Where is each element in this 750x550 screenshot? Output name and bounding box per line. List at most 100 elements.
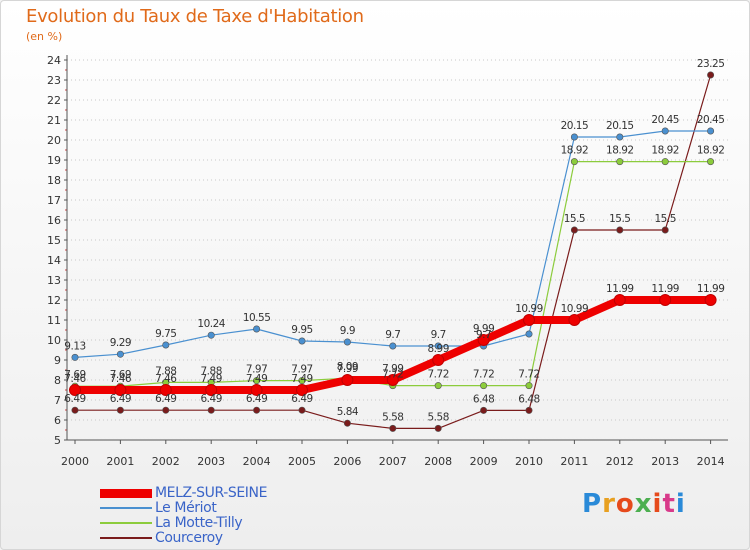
data-point-3 — [207, 406, 215, 414]
x-tick-label: 2007 — [379, 455, 407, 468]
data-label: 18.92 — [561, 145, 589, 157]
data-label: 9.13 — [64, 340, 85, 352]
data-label: 7.46 — [64, 373, 86, 385]
data-label: 11.99 — [651, 283, 679, 295]
data-label: 7.49 — [246, 373, 267, 385]
logo-letter: t — [662, 489, 676, 519]
legend-item-le-meriot[interactable]: Le Mériot — [100, 500, 217, 516]
data-point-1 — [253, 325, 261, 333]
y-tick-label: 19 — [47, 154, 61, 167]
data-point-3 — [570, 226, 578, 234]
data-label: 7.46 — [155, 373, 177, 385]
data-point-1 — [298, 337, 306, 345]
data-point-melz — [69, 384, 81, 396]
x-tick-label: 2004 — [243, 455, 271, 468]
data-label: 7.49 — [201, 373, 222, 385]
data-point-3 — [480, 406, 488, 414]
data-point-1 — [207, 331, 215, 339]
data-point-2 — [253, 377, 261, 385]
y-tick-label: 14 — [47, 254, 61, 267]
data-point-1 — [434, 342, 442, 350]
series-line-1 — [74, 130, 711, 358]
data-label: 18.92 — [606, 145, 634, 157]
data-point-2 — [298, 377, 306, 385]
data-point-2 — [661, 158, 669, 166]
data-point-melz — [432, 354, 445, 366]
data-point-melz — [296, 384, 308, 396]
legend-swatch-le-meriot — [100, 507, 152, 509]
y-tick-label: 16 — [47, 214, 61, 227]
data-label: 7.69 — [64, 369, 85, 381]
x-tick-label: 2012 — [606, 455, 634, 468]
y-tick-label: 15 — [47, 234, 61, 247]
data-label: 23.25 — [697, 58, 725, 70]
data-label: 9.7 — [476, 329, 491, 341]
y-tick-label: 8 — [54, 374, 61, 387]
data-point-2 — [525, 382, 533, 390]
data-point-3 — [298, 406, 306, 414]
data-point-melz — [704, 294, 717, 306]
data-point-2 — [570, 158, 578, 166]
data-point-1 — [616, 133, 624, 141]
data-label: 18.92 — [697, 145, 725, 157]
y-tick-label: 24 — [47, 54, 61, 67]
y-tick-label: 5 — [54, 434, 61, 447]
data-label: 20.45 — [651, 114, 679, 126]
x-tick-label: 2000 — [61, 455, 89, 468]
data-label: 15.5 — [564, 213, 585, 225]
data-label: 9.95 — [291, 324, 312, 336]
data-label: 10.24 — [197, 318, 225, 330]
data-point-melz — [159, 384, 172, 396]
data-label: 15.5 — [655, 213, 676, 225]
data-labels: 7.46 7.46 7.46 7.49 7.49 7.497.99 7.998.999.99… — [64, 58, 725, 423]
data-label: 9.7 — [385, 329, 400, 341]
legend-item-la-motte-tilly[interactable]: La Motte-Tilly — [100, 515, 243, 531]
y-tick-label: 20 — [47, 134, 61, 147]
data-label: 7.49 — [291, 373, 312, 385]
data-point-1 — [116, 350, 124, 358]
x-tick-label: 2005 — [288, 455, 316, 468]
data-point-2 — [616, 158, 624, 166]
data-point-melz — [205, 384, 218, 396]
x-tick-label: 2001 — [106, 455, 134, 468]
data-point-melz — [250, 384, 263, 396]
data-label: 7.88 — [201, 365, 222, 377]
data-point-3 — [116, 406, 124, 414]
y-tick-label: 22 — [47, 94, 61, 107]
data-point-melz — [568, 314, 581, 326]
data-label: 7.46 — [110, 373, 132, 385]
series-line-2 — [75, 161, 711, 387]
data-point-3 — [162, 406, 170, 414]
data-label: 6.49 — [246, 393, 267, 405]
data-label: 7.72 — [382, 369, 403, 381]
y-tick-label: 13 — [47, 274, 61, 287]
data-label: 9.7 — [431, 329, 446, 341]
legend-swatch-courceroy — [100, 537, 152, 539]
data-label: 9.29 — [110, 337, 131, 349]
data-point-3 — [253, 406, 261, 414]
x-tick-label: 2006 — [333, 455, 361, 468]
data-point-2 — [707, 158, 715, 166]
data-label: 6.49 — [110, 393, 131, 405]
data-label: 20.45 — [697, 114, 725, 126]
data-label: 11.99 — [697, 283, 725, 295]
data-point-3 — [434, 424, 442, 432]
y-tick-label: 18 — [47, 174, 61, 187]
data-label: 7.69 — [110, 369, 131, 381]
x-tick-label: 2010 — [515, 455, 543, 468]
legend-label-le-meriot: Le Mériot — [155, 500, 217, 516]
data-label: 6.48 — [518, 393, 539, 405]
y-tick-label: 12 — [47, 294, 61, 307]
data-point-melz — [613, 294, 626, 306]
x-tick-label: 2003 — [197, 455, 225, 468]
data-label: 7.97 — [291, 364, 312, 376]
data-point-melz — [523, 314, 535, 326]
logo-letter: P — [582, 489, 603, 519]
logo-letter: i — [675, 489, 686, 519]
y-tick-label: 11 — [47, 314, 61, 327]
data-label: 18.92 — [651, 145, 679, 157]
legend-item-courceroy[interactable]: Courceroy — [100, 530, 223, 546]
logo-letter: x — [634, 489, 653, 519]
legend-item-melz[interactable]: MELZ-SUR-SEINE — [100, 485, 267, 501]
data-label: 6.48 — [473, 393, 494, 405]
